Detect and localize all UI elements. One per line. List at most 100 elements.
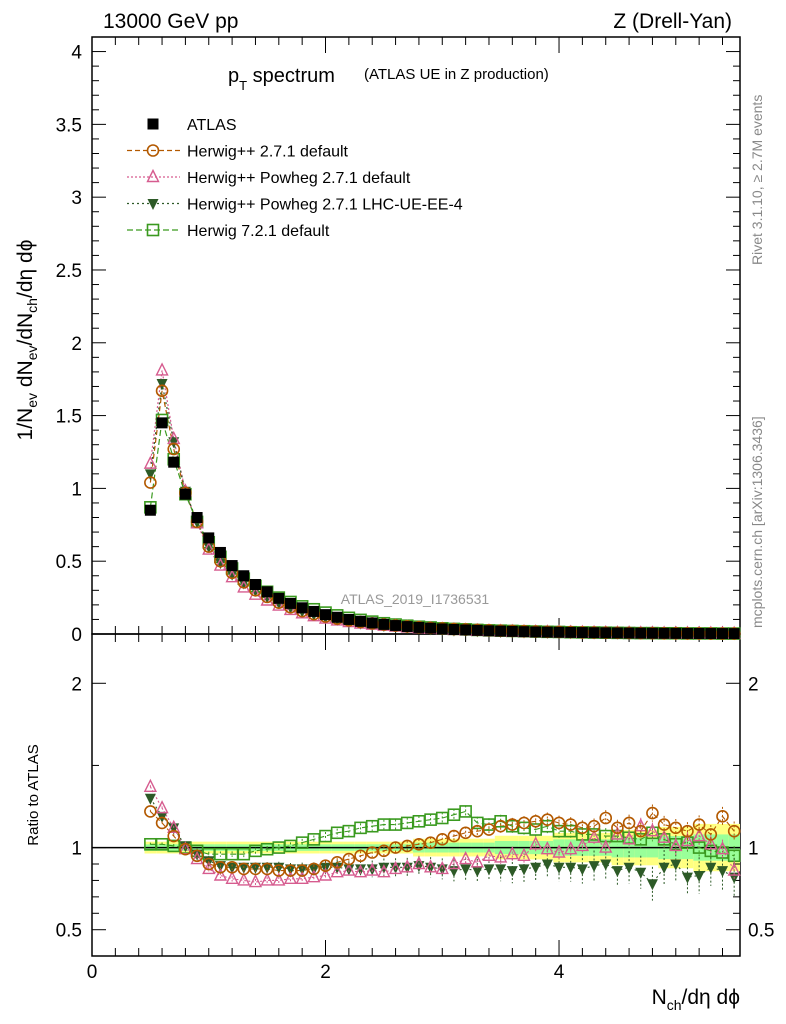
main-point [214,546,226,558]
ratio-point [202,857,216,871]
ratio-point [225,870,239,884]
main-point [378,618,390,630]
ratio-point [307,869,321,883]
ratio-point [517,816,531,830]
ratio-point [295,864,309,877]
ratio-point [483,864,495,876]
ratio-point [716,810,729,823]
legend-label: Herwig++ Powheg 2.7.1 LHC-UE-EE-4 [187,197,463,214]
ratio-point [587,819,601,833]
ratio-point [634,818,648,832]
ratio-ytick-label-right: 1 [748,839,759,860]
main-point [483,625,495,637]
ratio-point [716,866,728,878]
ratio-point [599,811,613,825]
ratio-point [447,829,461,843]
main-point [681,627,693,639]
legend-marker [147,199,159,210]
main-point [401,621,413,633]
ratio-point [248,874,263,888]
main-point [705,628,717,640]
ratio-point [238,862,250,874]
ratio-ytick-label-right: 0.5 [748,921,774,942]
main-point [331,611,343,623]
ratio-point [564,841,578,855]
main-point [156,417,168,429]
main-ytick-label: 2 [71,334,82,355]
ratio-point [260,872,274,886]
main-point [495,625,507,637]
main-point [308,605,320,617]
ratio-point [588,861,600,873]
legend-marker [146,168,160,183]
ratio-point [330,864,344,878]
ratio-point [459,826,472,840]
ratio-point [330,856,344,869]
ratio-point [657,818,671,831]
main-point [238,570,250,582]
main-point [658,627,670,639]
main-point [144,476,157,489]
main-point [155,384,169,398]
ratio-point [518,864,530,876]
x-axis-label: Nch/dη dϕ [652,986,740,1013]
legend-label: ATLAS [187,117,237,134]
ratio-point [377,864,391,878]
ratio-point [564,818,578,831]
main-ytick-label: 3 [71,188,82,209]
ratio-point [178,841,193,855]
main-point [600,627,612,639]
main-point [167,442,181,456]
ratio-point [389,841,402,854]
ratio-point [669,821,683,835]
ratio-point [343,864,355,876]
analysis-id: ATLAS_2019_I1736531 [341,591,490,607]
main-point [213,557,228,571]
main-point [448,623,460,635]
main-ytick-label: 3.5 [56,115,82,136]
main-point [565,626,577,638]
ratio-point [530,862,542,874]
ratio-point [599,839,613,853]
main-point [143,455,158,469]
ratio-point [388,860,403,875]
ratio-point [365,846,379,859]
ratio-point [237,872,251,886]
main-point [471,624,483,636]
main-point [214,558,226,570]
axes: 00.511.522.533.540 2 40.5 0.51 12 2 [56,37,774,983]
ratio-point [576,864,588,876]
main-point [272,597,286,611]
main-point [355,615,367,627]
ratio-point [283,870,298,884]
ratio-point [342,852,356,866]
main-point [611,627,623,639]
ratio-point [715,841,730,855]
ratio-point [623,862,635,874]
xtick-label: 2 [320,962,331,983]
header-right: Z (Drell-Yan) [613,10,732,33]
ratio-point [459,805,472,818]
ratio-point [727,862,741,876]
ratio-point [495,864,507,876]
ratio-point [517,847,531,861]
main-point [296,602,308,614]
main-point [506,625,518,637]
ratio-point [167,819,181,834]
main-point [553,626,565,638]
ratio-point [412,855,426,870]
legend: ATLAS Herwig++ 2.7.1 default Herwig++ Powh… [127,117,463,240]
legend-marker [147,118,159,130]
ratio-point [470,824,484,838]
main-point [225,569,239,583]
ratio-point [646,879,658,891]
main-point [530,626,542,638]
ratio-point [447,855,461,870]
ratio-point [540,841,554,855]
ratio-point [529,814,542,828]
legend-label: Herwig++ Powheg 2.7.1 default [187,170,411,187]
main-point [249,578,261,590]
main-point [366,617,378,629]
ratio-point [645,823,660,837]
